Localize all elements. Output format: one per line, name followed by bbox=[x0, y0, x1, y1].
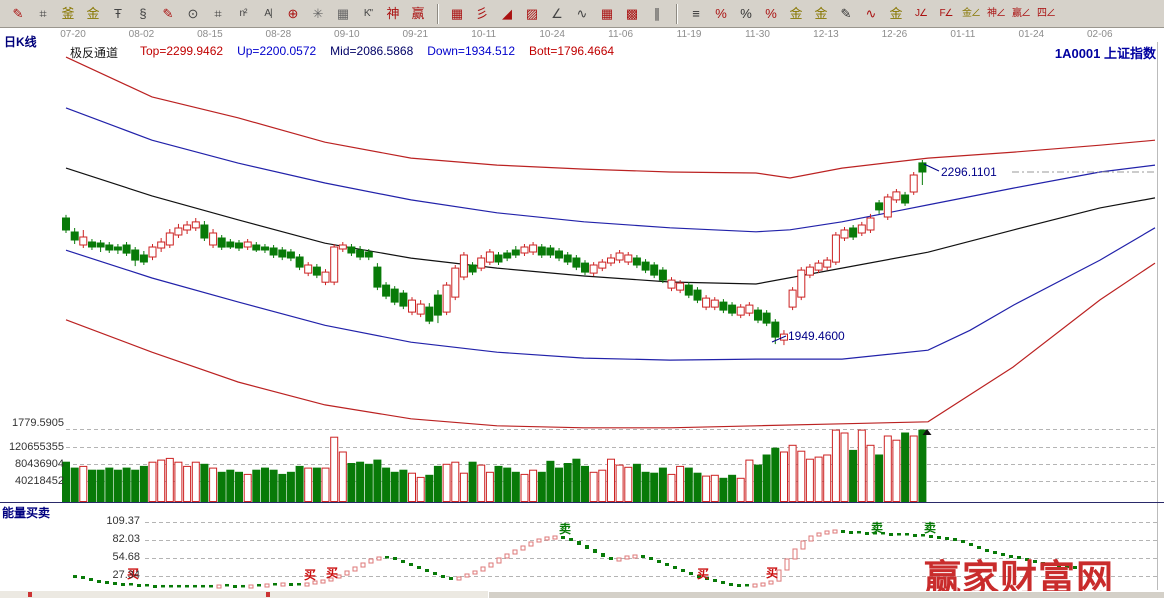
gold-circle-icon[interactable]: 金 bbox=[789, 6, 803, 21]
svg-text:买: 买 bbox=[326, 566, 338, 580]
date-tick-label: 11-06 bbox=[608, 29, 634, 40]
percent-red-icon[interactable]: % bbox=[715, 6, 727, 21]
j-angle-icon[interactable]: J∠ bbox=[915, 7, 928, 19]
last-price-annotation: 2296.1101 bbox=[941, 165, 997, 179]
indicator-axis-label: 54.68 bbox=[112, 551, 140, 563]
volume-axis-label: 40218452 bbox=[15, 475, 64, 487]
box-grid-icon[interactable]: ▦ bbox=[336, 6, 350, 21]
star-grid-icon[interactable]: ✳ bbox=[312, 6, 324, 21]
indicator-axis-label: 27.34 bbox=[112, 569, 140, 581]
zigzag-icon[interactable]: ∿ bbox=[576, 6, 588, 21]
date-tick-label: 10-11 bbox=[471, 29, 497, 40]
svg-text:卖: 卖 bbox=[871, 520, 883, 535]
letter-a-icon[interactable]: A| bbox=[264, 7, 272, 19]
indicator-axis-label: 109.37 bbox=[106, 515, 140, 527]
channel-value: Bott=1796.4664 bbox=[529, 44, 615, 58]
gold-angle-icon[interactable]: 金∠ bbox=[962, 7, 981, 19]
fan-icon[interactable]: ◢ bbox=[502, 6, 512, 21]
channel-value: Top=2299.9462 bbox=[140, 44, 224, 58]
shen-angle-icon[interactable]: 神∠ bbox=[987, 7, 1006, 19]
compass-icon[interactable]: ⊙ bbox=[187, 6, 199, 21]
f-angle-icon[interactable]: F∠ bbox=[939, 7, 953, 19]
channel-value: Mid=2086.5868 bbox=[330, 44, 414, 58]
channel-value: Down=1934.512 bbox=[427, 44, 515, 58]
date-tick-label: 11-30 bbox=[745, 29, 770, 40]
kline-period-label[interactable]: 日K线 bbox=[4, 35, 37, 49]
ruler-grid-icon[interactable]: ⌗ bbox=[214, 6, 222, 21]
toolbar-separator bbox=[676, 3, 678, 24]
date-tick-label: 07-20 bbox=[60, 29, 86, 40]
grid-icon[interactable]: ⌗ bbox=[39, 6, 47, 21]
svg-text:卖: 卖 bbox=[924, 520, 936, 535]
rays-icon[interactable]: 彡 bbox=[475, 6, 489, 21]
date-tick-label: 09-10 bbox=[334, 29, 360, 40]
gold-kettle-icon[interactable]: 釜 bbox=[61, 6, 75, 21]
channel-indicator-name: 极反通道 bbox=[70, 46, 119, 60]
percent-icon[interactable]: % bbox=[740, 6, 752, 21]
n2-icon[interactable]: n² bbox=[239, 7, 248, 19]
red-grid-icon[interactable]: ▦ bbox=[450, 6, 464, 21]
date-tick-label: 08-02 bbox=[128, 29, 155, 40]
date-tick-label: 10-24 bbox=[539, 29, 565, 40]
f-grid-icon[interactable]: Ŧ bbox=[114, 6, 122, 21]
gold-circle2-icon[interactable]: 金 bbox=[814, 6, 828, 21]
shen-icon[interactable]: 神 bbox=[386, 6, 400, 21]
indicator-panel-title[interactable]: 能量买卖 bbox=[2, 506, 51, 520]
ying-icon[interactable]: 赢 bbox=[411, 6, 425, 21]
date-tick-label: 08-28 bbox=[265, 29, 292, 40]
symbol-label[interactable]: 1A0001 上证指数 bbox=[1054, 46, 1156, 61]
channel-value: Up=2200.0572 bbox=[237, 44, 317, 58]
volume-axis-label: 80436904 bbox=[15, 458, 64, 470]
svg-text:买: 买 bbox=[766, 566, 778, 580]
grid-red2-icon[interactable]: ▩ bbox=[625, 6, 639, 21]
percent-line-icon[interactable]: % bbox=[765, 6, 777, 21]
pane-divider bbox=[0, 502, 1164, 503]
channel-values: Top=2299.9462 Up=2200.0572 Mid=2086.5868 Do… bbox=[140, 44, 628, 58]
pen-icon[interactable]: ✎ bbox=[12, 6, 24, 21]
hatch-box-icon[interactable]: ▨ bbox=[525, 6, 539, 21]
volume-axis-label: 120655355 bbox=[8, 441, 64, 453]
date-tick-label: 12-26 bbox=[881, 29, 908, 40]
date-tick-label: 01-24 bbox=[1018, 29, 1045, 40]
k-quote-icon[interactable]: K" bbox=[363, 7, 373, 19]
toolbar-separator bbox=[437, 3, 439, 24]
gold-icon[interactable]: 金 bbox=[86, 6, 100, 21]
date-tick-label: 02-06 bbox=[1086, 29, 1113, 40]
brush-icon[interactable]: ✎ bbox=[162, 6, 174, 21]
date-tick-label: 08-15 bbox=[197, 29, 223, 40]
indicator-axis-label: 82.03 bbox=[112, 533, 140, 545]
date-tick-label: 12-13 bbox=[813, 29, 839, 40]
toolbar: ✎ ⌗ 釜金 Ŧ § ✎ ⊙ ⌗ n² A| ⊕ ✳ ▦ K" 神赢 ▦ 彡 ◢ ▨ ∠ ∿ ▦ ▩ ∥ ≡%%% 金金 ✎ ∿ 金 J∠… bbox=[0, 0, 1164, 28]
price-axis-label: 1779.5905 bbox=[12, 417, 64, 429]
pen-black-icon[interactable]: ✎ bbox=[840, 6, 852, 21]
scrollbar-marker bbox=[266, 592, 270, 597]
hook-icon[interactable]: § bbox=[139, 6, 147, 21]
date-tick-label: 09-21 bbox=[402, 29, 429, 40]
list-icon[interactable]: ≡ bbox=[692, 6, 700, 21]
target-icon[interactable]: ⊕ bbox=[287, 6, 299, 21]
svg-text:买: 买 bbox=[304, 568, 316, 582]
angle-icon[interactable]: ∠ bbox=[551, 6, 563, 21]
svg-text:买: 买 bbox=[697, 567, 709, 581]
parallel-icon[interactable]: ∥ bbox=[653, 6, 661, 21]
date-tick-label: 01-11 bbox=[950, 29, 976, 40]
date-tick-label: 11-19 bbox=[676, 29, 702, 40]
low-price-annotation: 1949.4600 bbox=[788, 329, 845, 343]
si-angle-icon[interactable]: 四∠ bbox=[1037, 7, 1056, 19]
gold-line-icon[interactable]: 金 bbox=[889, 6, 903, 21]
scrollbar-thumb[interactable] bbox=[488, 591, 1164, 598]
svg-text:卖: 卖 bbox=[559, 521, 571, 536]
svg-text:买: 买 bbox=[127, 567, 139, 581]
grid-red-icon[interactable]: ▦ bbox=[600, 6, 614, 21]
ying-angle-icon[interactable]: 赢∠ bbox=[1012, 7, 1031, 19]
horizontal-scrollbar[interactable] bbox=[0, 591, 1164, 598]
scrollbar-marker bbox=[28, 592, 32, 597]
wave-red-icon[interactable]: ∿ bbox=[865, 6, 877, 21]
